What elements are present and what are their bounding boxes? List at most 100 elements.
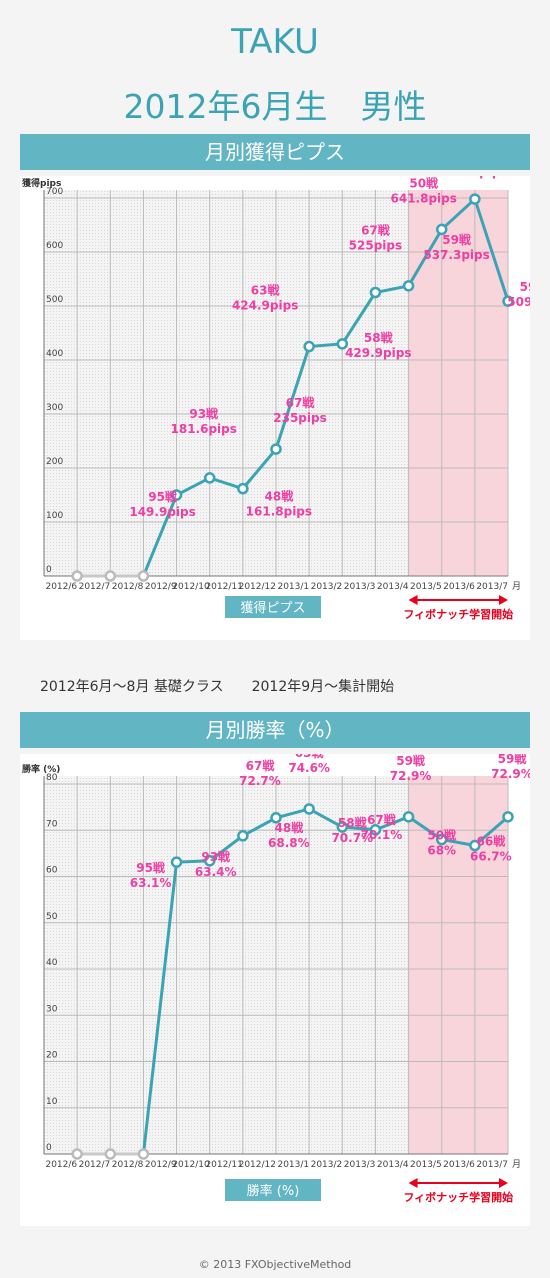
data-point [203,472,216,484]
y-tick-label: 80 [46,773,58,783]
data-point [170,489,183,501]
data-point [237,482,249,495]
data-label: 509pips [507,295,530,309]
copyright: © 2013 FXObjectiveMethod [198,1258,352,1271]
x-tick-label: 2013/4 [377,1160,409,1170]
data-label: 161.8pips [246,505,312,519]
highlight-label: フィボナッチ学習開始 [403,607,513,621]
period-note: 2012年6月〜8月 基礎クラス 2012年9月〜集計開始 [40,679,395,695]
y-axis-label: 勝率 (%) [22,763,60,775]
data-label: 59戦 [520,279,530,294]
data-label: 424.9pips [232,299,298,313]
data-point [270,812,282,824]
x-tick-label: 2013/3 [344,1160,376,1170]
x-tick-label: 2012/10 [172,1160,210,1170]
y-tick-label: 100 [46,511,63,521]
data-label: 58戦 [338,815,368,830]
data-point [469,193,481,205]
data-label: 537.3pips [423,248,489,262]
series-line [142,196,510,577]
x-tick-label: 2013/7 [476,582,508,592]
data-point [170,856,183,868]
data-point [303,803,315,815]
y-tick-label: 0 [46,1143,52,1153]
x-tick-label: 2012/8 [112,1160,144,1170]
data-label: 58戦 [364,330,394,345]
data-label: 66戦 [477,834,507,849]
x-tick-label: 2013/3 [344,582,376,592]
data-label: 72.9% [491,767,530,781]
x-tick-label: 2012/7 [79,582,111,592]
data-label: 95戦 [136,860,166,875]
y-tick-label: 200 [46,457,63,467]
page-title: TAKU [231,22,319,62]
data-label: 235pips [273,411,326,425]
x-tick-label: 2012/7 [79,1160,111,1170]
data-point [71,570,83,582]
data-label: 149.9pips [129,505,195,519]
legend-label: 勝率 (%) [247,1183,300,1199]
data-point [203,855,216,867]
arrow-head-right [499,1178,508,1188]
chart1-panel: 0 100 200 300 400 500 600 700 獲得pips 2012/6 2012/7… [20,149,550,640]
data-point [435,223,448,236]
data-point [369,824,382,836]
data-label: 63戦 [251,283,281,298]
x-tick-label: 2012/6 [45,582,77,592]
x-tick-label: 2013/6 [443,1160,475,1170]
x-tick-label: 2013/7 [476,1160,508,1170]
data-point [336,338,349,350]
data-label: 59戦 [498,754,528,766]
page-subtitle: 2012年6月生 男性 [123,87,427,126]
arrow-head-left [408,1178,418,1188]
x-tick-label: 2012/9 [145,582,177,592]
data-point [270,443,282,455]
x-tick-label: 2012/11 [205,1160,242,1170]
x-tick-label: 2013/1 [277,1160,309,1170]
data-label: 68.8% [268,836,310,850]
data-label: 59戦 [396,754,426,768]
data-label: 67戦 [361,223,391,238]
x-tick-label: 2013/5 [410,582,442,592]
chart1-title-bar: 月別獲得ピプス [20,134,530,170]
data-label: 63.4% [195,865,237,879]
x-axis-unit: 月 [512,581,521,592]
data-point [502,295,514,307]
x-tick-label: 2012/9 [145,1160,177,1170]
x-tick-label: 2012/10 [172,582,210,592]
x-tick-label: 2013/6 [443,582,475,592]
data-label: 70.7% [331,831,373,845]
x-tick-label: 2012/12 [239,1160,276,1170]
data-label: 66.7% [470,850,512,864]
x-tick-label: 2013/5 [410,1160,442,1170]
x-axis-unit: 月 [512,1159,521,1170]
data-label: 68% [427,844,456,858]
legend-label: 獲得ピプス [240,600,305,616]
data-point [303,340,315,353]
data-label: 525pips [349,239,402,253]
y-tick-label: 50 [46,912,58,922]
data-label: 50戦 [427,828,457,843]
data-point [104,1148,117,1160]
data-label: 48戦 [275,820,305,835]
data-point [402,280,415,292]
data-label: 50戦 [409,176,439,190]
data-point [336,821,349,833]
data-label: 63戦 [295,754,325,760]
data-label: 181.6pips [171,422,237,436]
y-tick-label: 400 [46,349,63,359]
data-label: 59戦 [442,232,472,247]
data-label: 93戦 [189,406,219,421]
data-label: 72.9% [390,769,432,783]
data-label: 72.7% [239,774,281,788]
x-tick-label: 2012/8 [112,582,144,592]
data-label: 48戦 [265,489,295,504]
data-point [435,833,448,846]
data-label: 74.6% [288,761,330,775]
data-label: 67戦 [286,395,316,410]
x-tick-label: 2012/12 [239,582,276,592]
y-tick-label: 70 [46,819,58,829]
highlight-label: フィボナッチ学習開始 [403,1190,513,1204]
arrow-head-right [499,595,508,605]
